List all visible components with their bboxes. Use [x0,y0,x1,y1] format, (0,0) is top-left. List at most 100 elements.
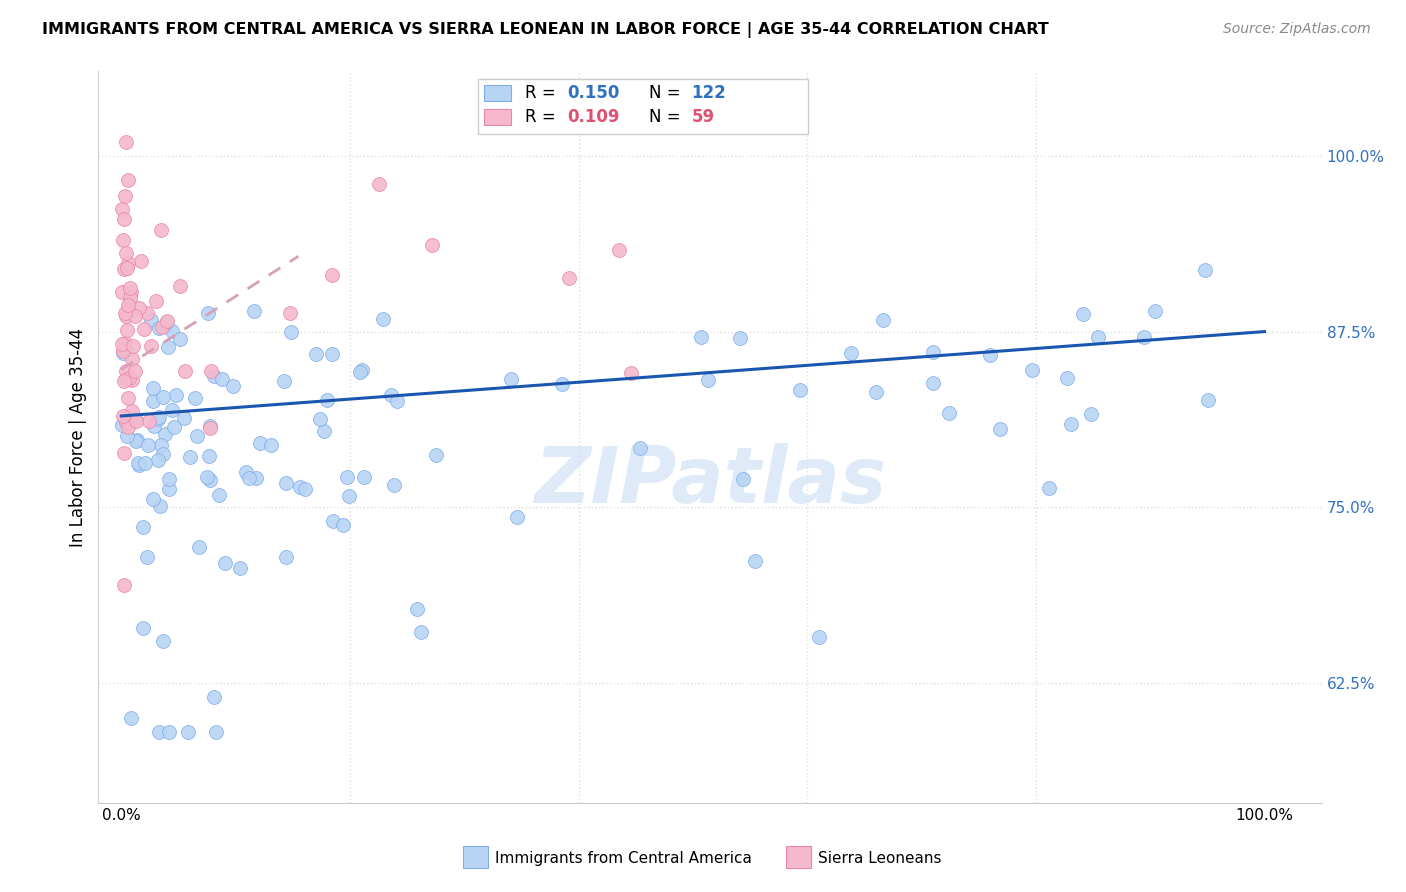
Bar [484,109,510,125]
Point [114,364,136,378]
Point [124,364,146,378]
Point [115,245,138,260]
Point [425,448,447,462]
Point [111,346,134,360]
Point [200,420,222,434]
Point [125,434,148,448]
Point [150,320,173,334]
Point [309,412,332,426]
Text: R =: R = [526,108,561,126]
Point [112,212,135,227]
Point [115,428,138,442]
Point [174,363,197,377]
Point [208,488,231,502]
Point [136,549,159,564]
Point [179,450,201,465]
Text: 59: 59 [692,108,714,126]
Point [143,418,166,433]
Point [1197,393,1219,408]
Point [1038,482,1060,496]
Point [690,329,713,343]
Point [807,630,830,644]
Text: N =: N = [650,108,686,126]
Point [202,690,225,704]
Point [117,256,139,270]
Point [173,411,195,425]
Point [420,237,443,252]
Bar [484,86,510,102]
Point [198,474,221,488]
Point [149,438,172,452]
Point [195,470,218,484]
Point [134,457,156,471]
Point [120,710,142,724]
Point [332,517,354,532]
Point [316,393,339,408]
Point [111,336,134,351]
Point [115,135,138,149]
Point [117,323,139,337]
Point [697,373,720,387]
Point [112,343,135,358]
Point [115,309,138,323]
Point [111,409,134,424]
Point [157,482,180,496]
Point [841,346,863,360]
Point [120,281,142,295]
Point [184,391,207,405]
Point [1071,307,1094,321]
Point [188,540,211,554]
Point [156,314,179,328]
Point [112,446,135,460]
Point [276,549,298,564]
Point [979,348,1001,362]
Point [235,465,257,479]
Point [550,376,572,391]
Point [380,388,402,402]
Text: 122: 122 [692,85,727,103]
Point [411,625,433,640]
Point [112,578,135,592]
Point [628,441,651,455]
Point [922,344,945,359]
Point [350,363,373,377]
Point [1080,408,1102,422]
Point [124,411,146,425]
Point [1087,330,1109,344]
Point [120,285,142,300]
Point [382,478,405,492]
Text: Source: ZipAtlas.com: Source: ZipAtlas.com [1223,22,1371,37]
Point [136,306,159,320]
Point [150,223,173,237]
Point [349,365,371,379]
FancyBboxPatch shape [478,78,808,134]
Point [142,394,165,409]
Point [146,453,169,467]
Point [312,424,335,438]
Point [336,470,359,484]
Point [1056,371,1078,385]
Point [214,556,236,570]
Point [321,347,343,361]
Point [156,340,179,354]
Point [118,298,141,312]
Point [125,433,148,447]
Point [124,309,146,323]
Point [169,332,191,346]
Point [938,406,960,420]
Text: N =: N = [650,85,686,103]
Point [127,456,149,470]
Point [1143,303,1166,318]
Point [132,520,155,534]
Point [177,725,200,739]
Point [111,233,134,247]
Text: IMMIGRANTS FROM CENTRAL AMERICA VS SIERRA LEONEAN IN LABOR FORCE | AGE 35-44 COR: IMMIGRANTS FROM CENTRAL AMERICA VS SIERR… [42,22,1049,38]
Point [163,420,186,434]
Point [118,291,141,305]
Point [278,306,301,320]
Text: Sierra Leoneans: Sierra Leoneans [818,851,942,865]
Point [337,489,360,503]
Point [111,202,134,216]
Point [132,621,155,635]
Point [121,373,143,387]
